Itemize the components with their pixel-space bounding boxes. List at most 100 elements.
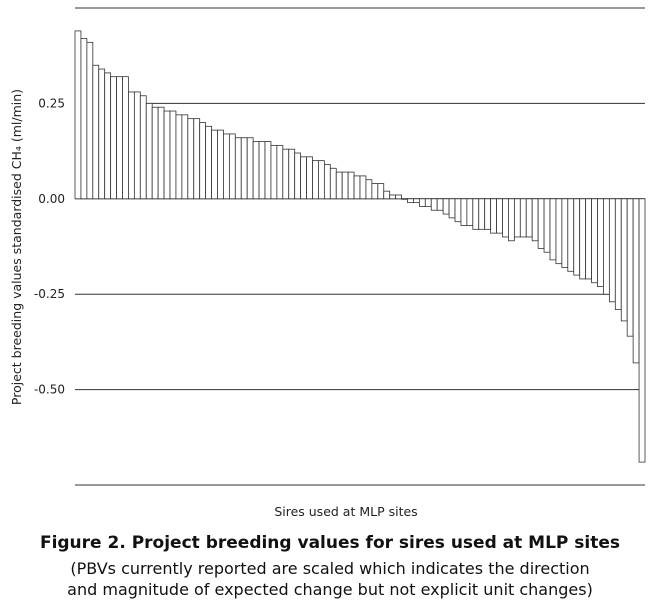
bar: [389, 194, 397, 200]
bar: [276, 144, 284, 200]
y-tick-label: -0.50: [34, 383, 65, 397]
bar: [294, 152, 302, 200]
bar: [448, 198, 456, 219]
bar: [139, 95, 147, 200]
bar: [549, 198, 557, 261]
bar: [561, 198, 569, 268]
bar: [424, 198, 432, 207]
bar: [116, 76, 123, 200]
bar: [502, 198, 509, 238]
bar: [211, 129, 218, 200]
bar: [531, 198, 539, 242]
bar: [145, 103, 153, 200]
bar: [395, 194, 402, 200]
y-tick-labels: 0.25 0.00 -0.25 -0.50: [34, 96, 65, 396]
bar: [306, 156, 313, 200]
bar: [240, 137, 248, 200]
bar: [169, 110, 177, 200]
bar: [359, 175, 367, 200]
bar: [92, 64, 100, 200]
bar: [365, 179, 373, 200]
bar: [371, 183, 379, 200]
y-axis-label: Project breeding values standardised CH₄…: [9, 89, 24, 405]
bar: [579, 198, 587, 280]
bar: [288, 148, 296, 200]
bar: [603, 198, 610, 295]
bar: [282, 148, 290, 200]
figure-subtitle-line-1: (PBVs currently reported are scaled whic…: [70, 559, 590, 578]
bar: [608, 198, 616, 303]
bar: [418, 198, 426, 207]
bar: [573, 198, 581, 276]
bar: [597, 198, 604, 287]
bar: [472, 198, 480, 230]
bar: [128, 91, 135, 200]
bar: [318, 160, 325, 200]
y-tick-label: 0.25: [38, 96, 65, 110]
bar: [86, 41, 94, 200]
bar: [430, 198, 438, 211]
bar: [454, 198, 462, 223]
bar: [312, 160, 319, 200]
bar: [620, 198, 628, 322]
bar: [223, 133, 230, 200]
bar: [567, 198, 575, 272]
bar: [555, 198, 563, 265]
bar: [436, 198, 444, 211]
bar: [591, 198, 598, 284]
bar: [638, 198, 646, 463]
bar: [626, 198, 634, 337]
bar: [104, 72, 112, 200]
bar: [490, 198, 497, 234]
bar: [466, 198, 474, 226]
bar: [122, 76, 129, 200]
bar: [614, 198, 622, 310]
bar: [151, 106, 159, 200]
bar: [163, 110, 171, 200]
bar: [98, 68, 106, 200]
bar: [383, 190, 391, 200]
bar: [199, 122, 207, 200]
bar: [74, 30, 82, 200]
bar: [478, 198, 486, 230]
x-axis-label: Sires used at MLP sites: [274, 504, 417, 519]
bar: [264, 141, 272, 200]
bar: [187, 118, 195, 200]
bar: [442, 198, 450, 215]
bar: [270, 144, 278, 200]
bar: [329, 167, 337, 200]
bar: [496, 198, 503, 234]
bar: [537, 198, 545, 249]
bar: [508, 198, 515, 242]
bar: [175, 114, 183, 200]
bar: [484, 198, 492, 230]
bar: [228, 133, 236, 200]
bar: [157, 106, 165, 200]
bar: [341, 171, 349, 200]
bar: [335, 171, 343, 200]
bar: [133, 91, 141, 200]
figure-subtitle: (PBVs currently reported are scaled whic…: [0, 558, 660, 600]
bar: [193, 118, 201, 200]
figure-title: Figure 2. Project breeding values for si…: [39, 533, 621, 553]
bar: [353, 175, 361, 200]
bar: [217, 129, 224, 200]
bar: [401, 198, 408, 200]
breeding-values-chart: 0.25 0.00 -0.25 -0.50 Project breeding valu…: [9, 7, 646, 519]
bar: [460, 198, 468, 226]
bar: [246, 137, 254, 200]
bar: [407, 198, 414, 204]
bar: [413, 198, 420, 204]
bar: [258, 141, 266, 200]
figure-subtitle-line-2: and magnitude of expected change but not…: [67, 580, 593, 599]
y-tick-label: 0.00: [38, 192, 65, 206]
bar: [80, 38, 88, 200]
bar: [323, 164, 331, 200]
bar: [519, 198, 527, 238]
bar: [181, 114, 189, 200]
bar: [377, 183, 385, 200]
bar: [110, 76, 117, 200]
bar: [585, 198, 592, 280]
bar: [543, 198, 551, 253]
bar: [525, 198, 533, 238]
